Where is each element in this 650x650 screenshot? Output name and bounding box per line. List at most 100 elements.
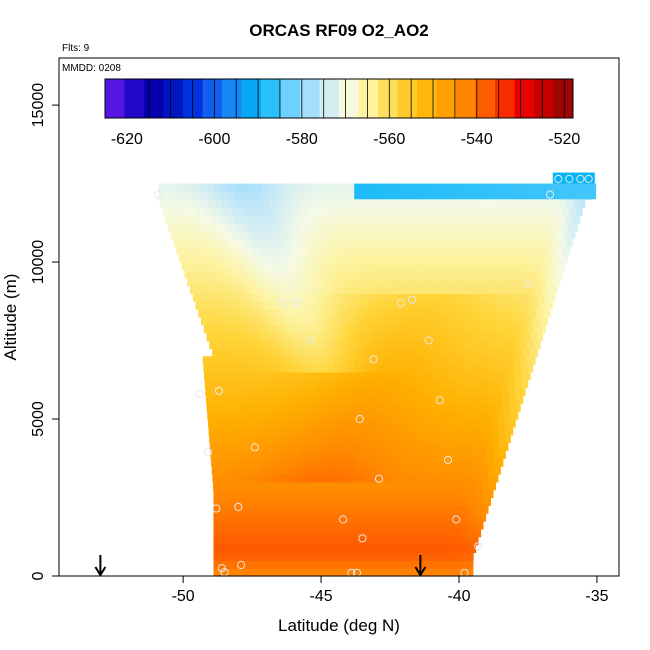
heatmap-cell: [569, 207, 577, 216]
heatmap-cell: [333, 356, 342, 365]
heatmap-cell: [344, 403, 353, 412]
heatmap-cell: [474, 395, 483, 404]
heatmap-cell: [311, 317, 319, 326]
heatmap-cell: [422, 434, 431, 444]
heatmap-cell: [414, 411, 422, 420]
heatmap-cell: [336, 473, 345, 483]
heatmap-cell: [275, 528, 284, 538]
heatmap-cell: [505, 301, 514, 310]
heatmap-cell: [376, 246, 384, 255]
heatmap-cell: [486, 450, 494, 459]
heatmap-cell: [315, 379, 323, 389]
heatmap-cell: [256, 238, 264, 247]
heatmap-cell: [308, 466, 316, 475]
heatmap-cell: [241, 254, 249, 263]
colorbar-bin: [397, 79, 418, 118]
heatmap-cell: [216, 442, 225, 452]
heatmap-cell: [336, 309, 344, 318]
heatmap-cell: [365, 403, 373, 412]
heatmap-cell: [329, 309, 337, 318]
heatmap-cell: [439, 309, 448, 318]
heatmap-cell: [475, 536, 479, 546]
heatmap-cell: [242, 238, 250, 247]
heatmap-cell: [395, 356, 404, 365]
observation-point: [397, 298, 406, 307]
heatmap-cell: [247, 552, 256, 561]
heatmap-cell: [328, 371, 336, 381]
heatmap-cell: [305, 340, 314, 349]
heatmap-cell: [441, 254, 449, 263]
heatmap-cell: [261, 191, 270, 200]
heatmap-cell: [379, 568, 387, 577]
heatmap-cell: [358, 497, 366, 506]
heatmap-cell: [391, 269, 399, 279]
heatmap-cell: [372, 568, 380, 577]
heatmap-cell: [413, 552, 421, 561]
heatmap-cell: [233, 473, 241, 483]
heatmap-cell: [342, 458, 350, 467]
heatmap-cell: [381, 434, 390, 444]
heatmap-cell: [314, 207, 322, 216]
heatmap-cell: [385, 395, 393, 404]
heatmap-cell: [384, 309, 393, 318]
heatmap-cell: [319, 301, 328, 310]
heatmap-cell: [285, 262, 293, 271]
heatmap-cell: [221, 238, 230, 247]
heatmap-cell: [241, 568, 249, 577]
heatmap-cell: [536, 348, 539, 357]
heatmap-cell: [449, 419, 457, 428]
heatmap-cell: [380, 419, 388, 428]
heatmap-cell: [532, 199, 540, 208]
colorbar-bin: [475, 79, 496, 118]
heatmap-cell: [381, 340, 390, 349]
heatmap-cell: [282, 254, 290, 263]
heatmap-cell: [226, 481, 235, 491]
heatmap-cell: [285, 442, 294, 452]
heatmap-cell: [259, 458, 267, 467]
heatmap-cell: [233, 481, 242, 491]
heatmap-cell: [275, 183, 284, 193]
heatmap-cell: [454, 254, 463, 263]
heatmap-cell: [220, 521, 228, 530]
heatmap-cell: [363, 230, 372, 240]
heatmap-cell: [275, 568, 284, 577]
heatmap-cell: [527, 285, 536, 295]
heatmap-cell: [497, 238, 506, 247]
observation-point: [408, 295, 417, 304]
heatmap-cell: [371, 473, 379, 483]
heatmap-cell: [453, 230, 461, 240]
heatmap-cell: [238, 246, 246, 255]
heatmap-cell: [216, 356, 225, 365]
heatmap-cell: [291, 426, 299, 436]
heatmap-cell: [205, 395, 214, 404]
heatmap-cell: [369, 450, 377, 459]
heatmap-cell: [554, 183, 562, 200]
heatmap-cell: [238, 371, 247, 381]
heatmap-cell: [247, 395, 255, 404]
heatmap-cell: [258, 364, 267, 373]
heatmap-cell: [537, 254, 546, 263]
heatmap-cell: [362, 246, 370, 255]
heatmap-cell: [345, 277, 354, 287]
heatmap-cell: [470, 317, 478, 326]
heatmap-cell: [330, 544, 339, 554]
heatmap-cell: [384, 379, 392, 389]
heatmap-cell: [316, 544, 325, 554]
heatmap-cell: [296, 191, 304, 200]
heatmap-cell: [316, 560, 325, 569]
heatmap-cell: [339, 199, 347, 208]
heatmap-cell: [243, 426, 251, 436]
heatmap-cell: [194, 238, 202, 247]
heatmap-cell: [227, 489, 235, 499]
heatmap-cell: [543, 230, 551, 240]
heatmap-cell: [471, 183, 479, 200]
heatmap-cell: [272, 246, 281, 255]
heatmap-cell: [363, 269, 372, 279]
heatmap-cell: [405, 387, 413, 397]
heatmap-cell: [210, 285, 219, 295]
heatmap-cell: [236, 222, 245, 232]
heatmap-cell: [471, 222, 479, 232]
heatmap-cell: [548, 207, 557, 216]
heatmap-cell: [220, 536, 228, 546]
heatmap-cell: [252, 285, 260, 295]
